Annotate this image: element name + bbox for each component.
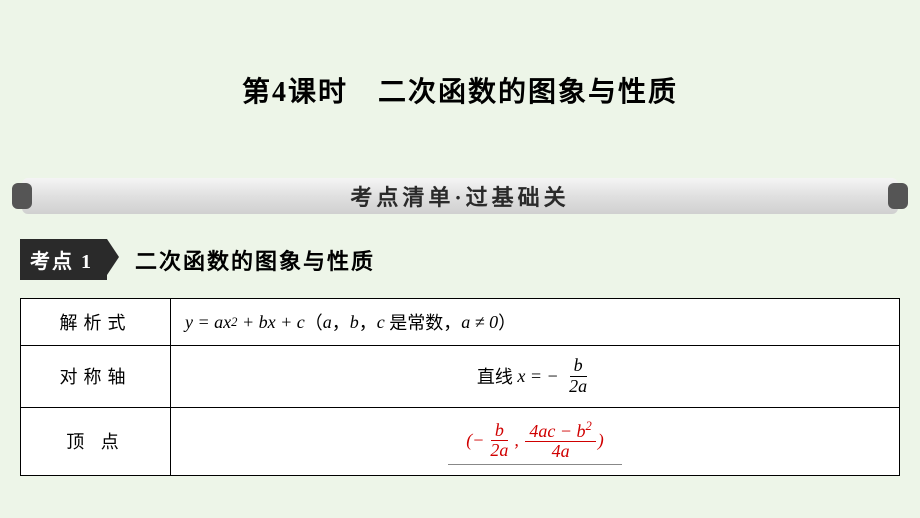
section-bar-text: 考点清单·过基础关 xyxy=(22,178,898,214)
row-content-vertex: (− b 2a , 4ac − b2 4a ) xyxy=(171,407,900,476)
axis-formula: 直线 x = − b 2a xyxy=(477,356,593,397)
subtitle-text: 二次函数的图象与性质 xyxy=(135,244,375,276)
section-bar: 考点清单·过基础关 xyxy=(0,175,920,217)
properties-table: 解析式 y = ax2 + bx + c （a，b，c 是常数，a ≠ 0） 对… xyxy=(20,298,900,476)
bar-cap-left xyxy=(12,183,32,209)
table-row: 对称轴 直线 x = − b 2a xyxy=(21,346,900,408)
subtitle-row: 考点 1 二次函数的图象与性质 xyxy=(0,239,920,280)
row-content-expression: y = ax2 + bx + c （a，b，c 是常数，a ≠ 0） xyxy=(171,299,900,346)
table-row: 顶 点 (− b 2a , 4ac − b2 4a ) xyxy=(21,407,900,476)
row-content-axis: 直线 x = − b 2a xyxy=(171,346,900,408)
vertex-formula: (− b 2a , 4ac − b2 4a ) xyxy=(448,418,622,466)
table-row: 解析式 y = ax2 + bx + c （a，b，c 是常数，a ≠ 0） xyxy=(21,299,900,346)
page-title: 第4课时 二次函数的图象与性质 xyxy=(0,0,920,110)
row-label-expression: 解析式 xyxy=(21,299,171,346)
row-label-vertex: 顶 点 xyxy=(21,407,171,476)
topic-badge: 考点 1 xyxy=(20,239,107,280)
bar-cap-right xyxy=(888,183,908,209)
row-label-axis: 对称轴 xyxy=(21,346,171,408)
expression-formula: y = ax2 + bx + c （a，b，c 是常数，a ≠ 0） xyxy=(185,309,516,335)
properties-table-wrap: 解析式 y = ax2 + bx + c （a，b，c 是常数，a ≠ 0） 对… xyxy=(20,298,900,476)
